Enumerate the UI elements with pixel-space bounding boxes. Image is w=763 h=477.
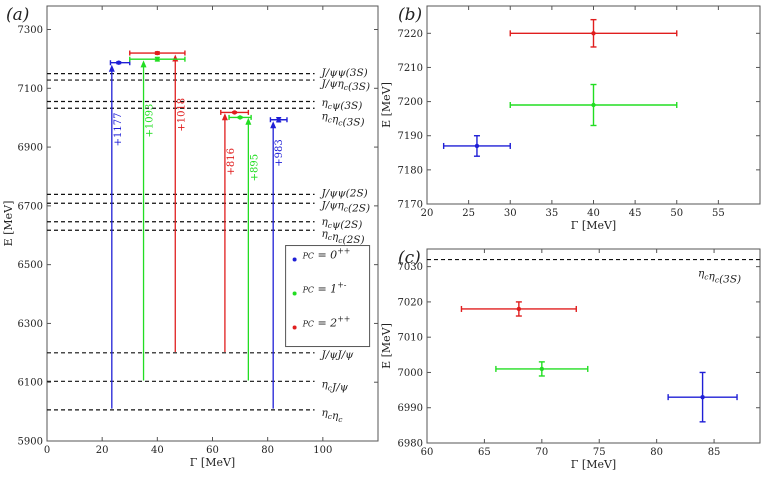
x-tick-label: 75	[593, 447, 606, 458]
x-tick-label: 100	[313, 445, 332, 456]
y-tick-label: 7210	[398, 63, 423, 74]
data-point	[116, 60, 121, 65]
threshold-label: ηcJ/ψ	[321, 378, 348, 393]
panel-tag: (b)	[398, 5, 422, 25]
x-axis-label: Γ [MeV]	[190, 456, 235, 469]
legend-marker	[292, 257, 297, 262]
x-tick-label: 45	[629, 208, 642, 219]
shift-label: +816	[226, 148, 237, 175]
x-tick-label: 40	[151, 445, 164, 456]
legend-marker	[292, 325, 297, 330]
x-tick-label: 80	[650, 447, 663, 458]
y-tick-label: 7220	[398, 29, 423, 40]
arrow-head	[270, 121, 277, 129]
y-tick-label: 6990	[398, 403, 423, 414]
threshold-label: J/ψψ(3S)	[319, 67, 367, 79]
x-tick-label: 30	[504, 208, 517, 219]
x-tick-label: 0	[44, 445, 50, 456]
data-point	[474, 143, 480, 149]
x-tick-label: 50	[670, 208, 683, 219]
x-tick-label: 60	[421, 447, 434, 458]
data-point	[539, 366, 545, 372]
data-point	[155, 50, 160, 56]
y-tick-label: 7100	[18, 84, 43, 95]
legend-label: PC = 2++	[302, 315, 351, 330]
arrow-head	[245, 117, 252, 125]
x-tick-label: 25	[462, 208, 475, 219]
legend-box	[285, 245, 371, 348]
y-axis-label: E [MeV]	[380, 82, 393, 128]
y-tick-label: 6700	[18, 201, 43, 212]
y-tick-label: 6980	[398, 439, 423, 450]
y-tick-label: 7030	[398, 262, 423, 273]
x-tick-label: 20	[421, 208, 434, 219]
data-point	[591, 102, 596, 108]
x-tick-label: 55	[712, 208, 725, 219]
data-point	[237, 115, 243, 120]
threshold-label: ηcψ(3S)	[321, 97, 362, 112]
shift-label: +1177	[113, 113, 124, 147]
arrow-head	[108, 64, 115, 72]
x-axis-label: Γ [MeV]	[571, 219, 616, 232]
threshold-label: J/ψηc(2S)	[319, 199, 370, 214]
x-tick-label: 20	[96, 445, 109, 456]
data-point	[516, 306, 522, 312]
legend: PC = 0++ PC = 1+- PC = 2++	[285, 245, 371, 348]
y-tick-label: 7000	[398, 368, 423, 379]
data-point	[591, 31, 596, 36]
y-axis-label: E [MeV]	[380, 323, 393, 369]
panel-c: 60 65 70 75 80 85 6980 6990 7000 7010 7020 7030 Γ [M…	[380, 248, 761, 471]
y-tick-label: 6300	[18, 319, 43, 330]
y-tick-label: 7010	[398, 333, 423, 344]
threshold-label: J/ψηc(3S)	[319, 78, 370, 93]
arrow-head	[221, 113, 228, 121]
y-tick-label: 5900	[18, 437, 43, 448]
y-tick-label: 7020	[398, 297, 423, 308]
data-point	[276, 117, 281, 122]
x-tick-label: 70	[535, 447, 548, 458]
x-axis-label: Γ [MeV]	[571, 458, 616, 471]
shift-label: +1093	[145, 104, 156, 138]
data-point	[232, 110, 237, 115]
x-tick-label: 60	[206, 445, 219, 456]
threshold-label: ηcηc(3S)	[698, 268, 741, 286]
threshold-label: ηcηc(2S)	[321, 228, 364, 246]
y-tick-label: 7170	[398, 200, 423, 211]
threshold-label: J/ψJ/ψ	[319, 349, 354, 361]
arrow-head	[140, 60, 147, 68]
data-point	[700, 394, 705, 400]
y-tick-label: 6900	[18, 143, 43, 154]
x-tick-label: 35	[546, 208, 559, 219]
threshold-label: J/ψψ(2S)	[319, 188, 367, 200]
y-tick-label: 7180	[398, 165, 423, 176]
plot-frame	[426, 248, 761, 444]
legend-marker	[292, 291, 297, 296]
y-tick-label: 6100	[18, 378, 43, 389]
legend-label: PC = 0++	[302, 247, 351, 262]
data-point	[155, 56, 160, 62]
y-tick-label: 6500	[18, 260, 43, 271]
x-tick-label: 80	[261, 445, 274, 456]
x-tick-label: 40	[587, 208, 600, 219]
arrow-head	[172, 54, 179, 62]
shift-label: +983	[274, 139, 285, 166]
threshold-label: ηcψ(2S)	[321, 216, 362, 231]
threshold-label: ηcηc	[321, 407, 343, 424]
threshold-label: ηcηc(3S)	[321, 110, 364, 128]
y-axis-label: E [MeV]	[2, 201, 15, 247]
legend-label: PC = 1+-	[302, 281, 347, 296]
panel-tag: (c)	[398, 248, 421, 268]
shift-label: +895	[249, 154, 260, 181]
shift-label: +1018	[176, 98, 187, 132]
y-tick-label: 7300	[18, 25, 43, 36]
panel-tag: (a)	[6, 5, 29, 25]
panel-a: 0 20 40 60 80 100 5900 6100 6300 6500 6700 6900 7100…	[2, 5, 379, 469]
panel-b: 20 25 30 35 40 45 50 55 7170 7180 7190 7200 7210 7220…	[380, 5, 761, 232]
y-tick-label: 7200	[398, 97, 423, 108]
x-tick-label: 65	[478, 447, 491, 458]
x-tick-label: 85	[708, 447, 721, 458]
y-tick-label: 7190	[398, 131, 423, 142]
